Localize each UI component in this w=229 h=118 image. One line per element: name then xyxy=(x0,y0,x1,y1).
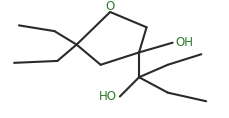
Text: O: O xyxy=(105,0,114,13)
Text: HO: HO xyxy=(99,90,117,103)
Text: OH: OH xyxy=(175,36,193,49)
